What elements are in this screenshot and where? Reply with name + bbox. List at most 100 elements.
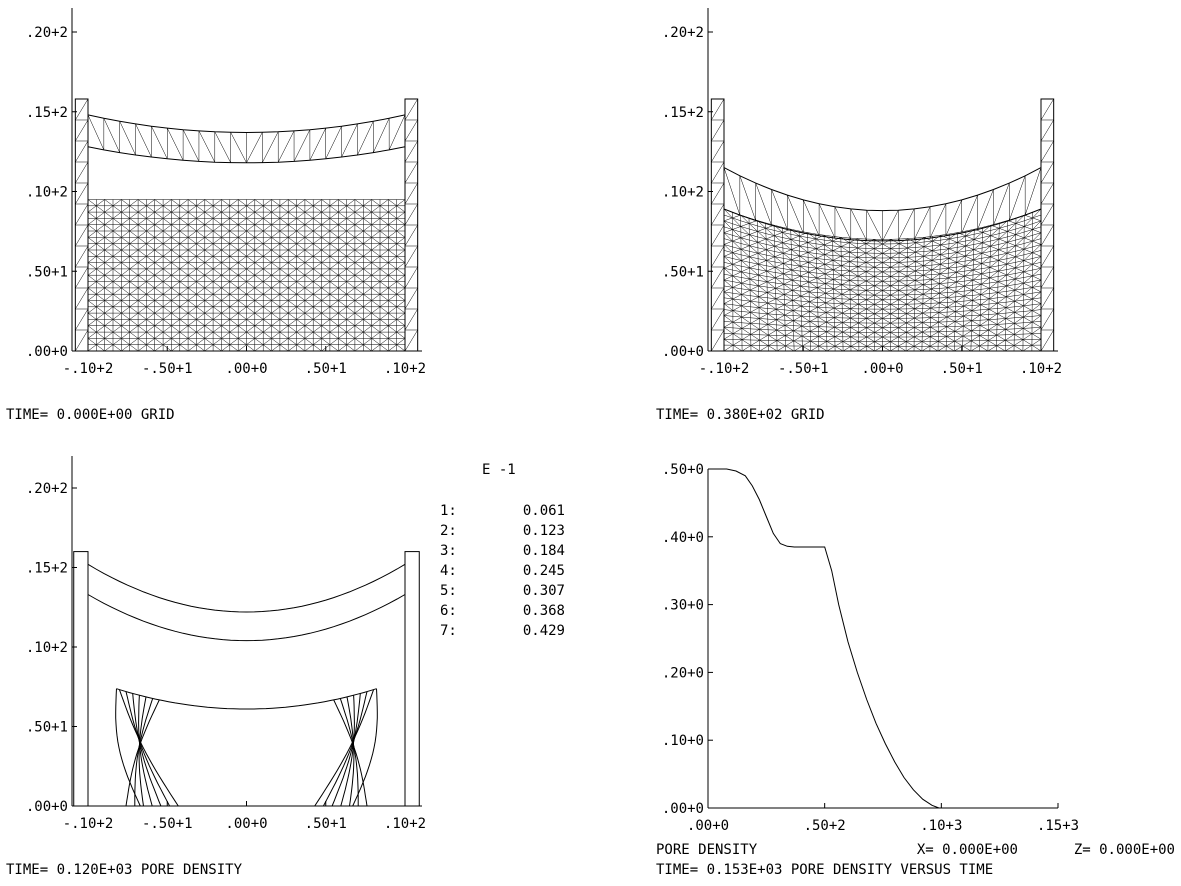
contour-level-5 bbox=[132, 693, 162, 807]
wall-diagonal bbox=[1040, 203, 1054, 226]
membrane-diagonal bbox=[151, 126, 168, 159]
legend-value: 0.368 bbox=[523, 603, 565, 619]
x-tick-labels: .00+0 .50+2 .10+3 .15+3 bbox=[687, 818, 1079, 834]
x-tick-label: .00+0 bbox=[861, 361, 903, 377]
contour-level-2 bbox=[339, 698, 359, 806]
membrane-diagonal bbox=[182, 129, 200, 162]
panel-grid-t0: .00+0 .50+1 .10+2 .15+2 .20+2 -.10+2 -.5… bbox=[6, 8, 426, 423]
x-tick-labels: -.10+2 -.50+1 .00+0 .50+1 .10+2 bbox=[63, 361, 426, 377]
membrane-diagonal bbox=[103, 118, 120, 153]
body-mesh-diagonals bbox=[87, 199, 406, 352]
panel-pore-density-contours: .00+0 .50+1 .10+2 .15+2 .20+2 -.10+2 -.5… bbox=[6, 456, 565, 878]
wall-diagonal bbox=[711, 203, 725, 226]
legend-value: 0.184 bbox=[523, 543, 565, 559]
axes-frame bbox=[71, 8, 422, 352]
panel-caption: TIME= 0.380E+02 GRID bbox=[656, 407, 825, 423]
contour-level-4 bbox=[138, 695, 153, 807]
contour-outer-edge bbox=[115, 688, 141, 807]
membrane-diagonal bbox=[818, 203, 836, 239]
contour-level-7 bbox=[314, 689, 375, 807]
membrane-diagonal bbox=[977, 189, 994, 230]
interface-curve bbox=[116, 688, 377, 710]
y-tick-label: .20+2 bbox=[662, 25, 704, 41]
wall-diagonal bbox=[404, 203, 418, 226]
contour-outer-edge bbox=[352, 688, 378, 807]
line-marks bbox=[708, 468, 1059, 809]
y-tick-label: .10+2 bbox=[26, 640, 68, 656]
legend-levels: 1: 0.061 2: 0.123 3: 0.184 4: 0.245 5: 0.307 … bbox=[440, 503, 565, 639]
y-tick-labels: .00+0 .50+1 .10+2 .15+2 .20+2 bbox=[26, 25, 68, 360]
y-tick-label: .00+0 bbox=[26, 799, 68, 815]
x-tick-label: .10+2 bbox=[384, 361, 426, 377]
contour-level-7 bbox=[118, 689, 179, 807]
y-tick-label: .10+0 bbox=[662, 733, 704, 749]
membrane-diagonal bbox=[277, 130, 295, 163]
membrane-upper-edge bbox=[87, 563, 406, 613]
legend-key: 1: bbox=[440, 503, 457, 519]
membrane-diagonal bbox=[993, 182, 1010, 226]
series-line bbox=[708, 468, 940, 809]
wall-diagonal bbox=[1040, 98, 1054, 121]
contour-level-6 bbox=[322, 691, 368, 807]
contour-level-5 bbox=[331, 693, 361, 807]
y-tick-label: .50+1 bbox=[662, 264, 704, 280]
wall-diagonal bbox=[75, 140, 89, 163]
contour-level-1 bbox=[333, 699, 368, 807]
wall-diagonal bbox=[711, 182, 725, 205]
wall-diagonal bbox=[404, 119, 418, 142]
legend-level-5: 5: 0.307 bbox=[440, 583, 565, 599]
panel-caption: TIME= 0.120E+03 PORE DENSITY bbox=[6, 862, 243, 878]
contour-level-4 bbox=[340, 695, 355, 807]
axes-frame bbox=[71, 456, 422, 807]
legend-value: 0.429 bbox=[523, 623, 565, 639]
membrane-diagonal bbox=[771, 189, 788, 230]
membrane-diagonal bbox=[739, 175, 756, 221]
membrane-diagonal bbox=[230, 132, 247, 163]
membrane-diagonal bbox=[1009, 175, 1026, 221]
membrane-diagonal bbox=[961, 195, 978, 234]
membrane-diagonal bbox=[850, 208, 867, 241]
x-tick-label: .50+1 bbox=[941, 361, 983, 377]
legend-key: 5: bbox=[440, 583, 457, 599]
wall-diagonal bbox=[711, 287, 725, 310]
wall-diagonal bbox=[711, 266, 725, 289]
x-tick-label: .50+1 bbox=[305, 816, 347, 832]
membrane-diagonal bbox=[929, 203, 947, 239]
wall-diagonal bbox=[75, 161, 89, 184]
x-tick-label: .10+2 bbox=[384, 816, 426, 832]
wall-diagonal bbox=[404, 161, 418, 184]
membrane-diagonal bbox=[167, 127, 184, 161]
y-tick-label: .20+0 bbox=[662, 665, 704, 681]
y-tick-label: .20+2 bbox=[26, 25, 68, 41]
contour-level-1 bbox=[125, 699, 160, 807]
legend-key: 2: bbox=[440, 523, 457, 539]
membrane-diagonal bbox=[755, 182, 772, 226]
axes-frame bbox=[707, 469, 1058, 809]
wall-diagonal bbox=[75, 203, 89, 226]
wall bbox=[73, 551, 89, 807]
legend-key: 3: bbox=[440, 543, 457, 559]
x-tick-label: -.10+2 bbox=[699, 361, 750, 377]
membrane-diagonal bbox=[723, 167, 741, 216]
panel-caption: TIME= 0.000E+00 GRID bbox=[6, 407, 175, 423]
legend-value: 0.123 bbox=[523, 523, 565, 539]
wall-diagonal bbox=[711, 329, 725, 352]
membrane-diagonal bbox=[787, 195, 804, 234]
wall-diagonal bbox=[711, 119, 725, 142]
wall-diagonal bbox=[75, 245, 89, 268]
x-tick-label: -.10+2 bbox=[63, 361, 114, 377]
y-tick-label: .00+0 bbox=[26, 344, 68, 360]
membrane-diagonal bbox=[262, 131, 279, 163]
membrane-diagonal bbox=[388, 114, 406, 150]
x-tick-label: -.50+1 bbox=[778, 361, 829, 377]
y-tick-labels: .00+0 .10+0 .20+0 .30+0 .40+0 .50+0 bbox=[662, 462, 704, 817]
legend-level-4: 4: 0.245 bbox=[440, 563, 565, 579]
y-tick-label: .15+2 bbox=[662, 105, 704, 121]
wall-diagonal bbox=[1040, 161, 1054, 184]
coordinate-x-readout: X= 0.000E+00 bbox=[917, 842, 1018, 858]
legend-key: 7: bbox=[440, 623, 457, 639]
y-tick-label: .50+1 bbox=[26, 720, 68, 736]
y-tick-label: .15+2 bbox=[26, 561, 68, 577]
y-tick-label: .40+0 bbox=[662, 530, 704, 546]
wall-diagonal bbox=[1040, 119, 1054, 142]
